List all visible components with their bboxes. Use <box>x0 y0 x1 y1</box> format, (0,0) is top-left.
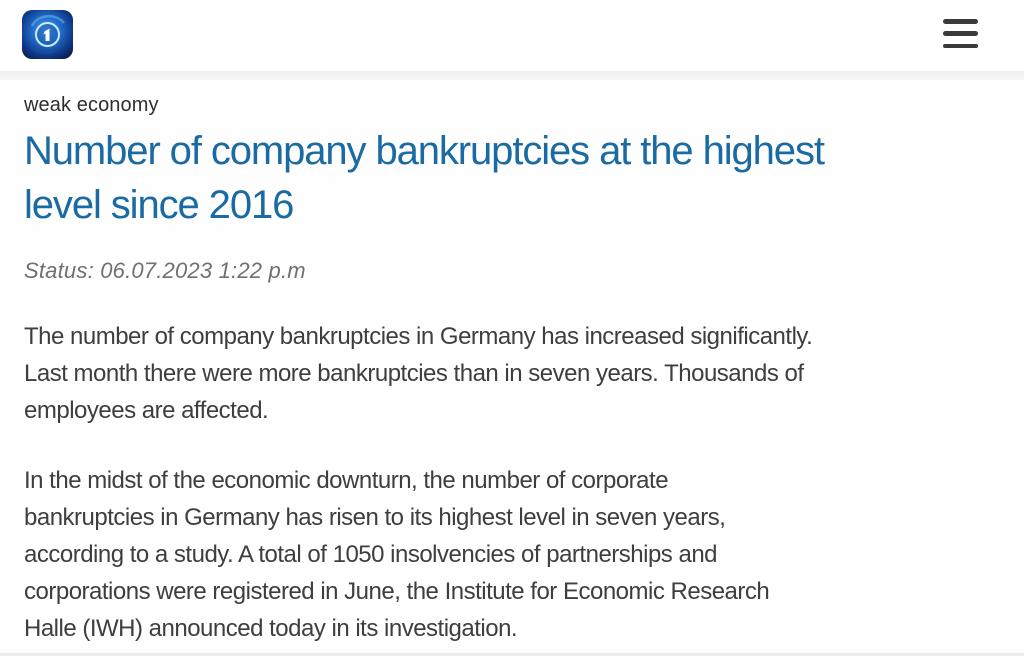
bottom-divider <box>0 653 1024 656</box>
article-paragraph-1: The number of company bankruptcies in Ge… <box>24 318 994 429</box>
paragraph-line: Last month there were more bankruptcies … <box>24 360 804 387</box>
hamburger-bar <box>943 31 978 36</box>
paragraph-line: The number of company bankruptcies in Ge… <box>24 323 813 350</box>
header-divider <box>0 71 1024 80</box>
paragraph-line: Halle (IWH) announced today in its inves… <box>24 615 518 642</box>
article-paragraph-2: In the midst of the economic downturn, t… <box>24 462 994 647</box>
hamburger-menu-icon[interactable] <box>943 19 978 48</box>
hamburger-bar <box>943 43 978 48</box>
app-header <box>0 0 1024 71</box>
headline-line-2: level since 2016 <box>24 183 294 227</box>
hamburger-bar <box>943 19 978 24</box>
tagesschau-logo[interactable] <box>22 10 73 59</box>
paragraph-line: according to a study. A total of 1050 in… <box>24 541 718 568</box>
paragraph-line: employees are affected. <box>24 397 269 424</box>
article-kicker: weak economy <box>24 94 159 116</box>
headline-line-1: Number of company bankruptcies at the hi… <box>24 129 825 173</box>
article-headline: Number of company bankruptcies at the hi… <box>24 124 994 232</box>
article: weak economy Number of company bankruptc… <box>0 93 1024 647</box>
paragraph-line: corporations were registered in June, th… <box>24 578 770 605</box>
article-status: Status: 06.07.2023 1:22 p.m <box>24 258 306 283</box>
paragraph-line: In the midst of the economic downturn, t… <box>24 467 669 494</box>
tagesschau-logo-icon <box>22 10 73 59</box>
paragraph-line: bankruptcies in Germany has risen to its… <box>24 504 726 531</box>
